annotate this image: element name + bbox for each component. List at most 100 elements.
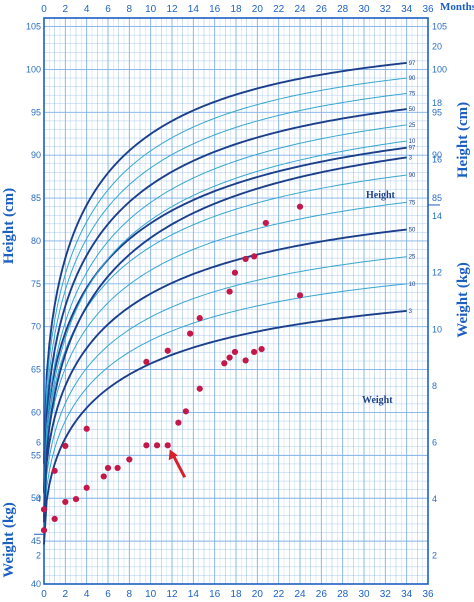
weight-point: [258, 346, 265, 353]
x-tick-top: 28: [337, 4, 349, 15]
weight-tick-left: 2: [36, 551, 41, 561]
data-points: [40, 203, 304, 534]
height-point: [226, 288, 233, 295]
height-tick-left: 60: [31, 407, 41, 417]
height-tick-left: 90: [31, 150, 41, 160]
height-point: [164, 347, 171, 354]
height-percentile-curve: [43, 156, 407, 523]
height-percentile-label: 25: [409, 123, 416, 129]
grid: [43, 17, 429, 585]
x-tick-bottom: 28: [337, 589, 349, 600]
weight-tick-right: 8: [432, 381, 437, 391]
weight-percentile-label: 75: [409, 200, 416, 206]
height-percentile-label: 10: [409, 139, 416, 145]
weight-percentile-label: 50: [409, 228, 416, 234]
weight-tick-left: 4: [36, 494, 41, 504]
arrow-shaft: [171, 453, 187, 479]
x-tick-top: 20: [252, 4, 264, 15]
height-percentile-curve: [43, 124, 407, 503]
height-tick-left: 105: [26, 22, 41, 32]
height-tick-right: 100: [432, 64, 447, 74]
height-point: [251, 253, 258, 260]
height-point: [143, 358, 150, 365]
height-tick-right: 95: [432, 107, 442, 117]
x-tick-bottom: 22: [273, 589, 285, 600]
weight-percentile-curve: [43, 174, 407, 500]
x-tick-bottom: 8: [127, 589, 133, 600]
x-tick-top: 12: [166, 4, 178, 15]
weight-curve-label: Weight: [362, 395, 393, 406]
x-tick-bottom: 18: [230, 589, 242, 600]
height-point: [40, 506, 48, 513]
height-point: [187, 330, 194, 337]
weight-tick-right: 14: [432, 211, 442, 221]
percentile-labels: 97 97 90 90 75 75 50 50 25 25 10 10 3 3: [409, 61, 416, 315]
weight-percentile-label: 3: [409, 309, 413, 315]
weight-point: [100, 473, 107, 480]
height-point: [231, 269, 239, 276]
weight-point: [182, 408, 189, 415]
height-percentile-label: 3: [409, 155, 413, 161]
weight-point: [164, 442, 171, 449]
weight-point: [83, 484, 90, 491]
weight-tick-right: 10: [432, 324, 442, 334]
weight-point: [296, 292, 304, 299]
height-percentile-label: 90: [409, 76, 416, 82]
height-point: [262, 219, 269, 227]
height-percentile-label: 97: [409, 61, 416, 67]
weight-point: [51, 515, 58, 523]
height-tick-right: 105: [432, 22, 447, 32]
plot-frame: [43, 17, 429, 585]
weight-point: [175, 419, 182, 426]
height-point: [242, 255, 249, 263]
x-tick-top: 24: [294, 4, 306, 15]
height-percentile-label: 50: [409, 107, 416, 113]
x-tick-bottom: 36: [422, 589, 434, 600]
height-tick-left: 40: [31, 579, 41, 589]
x-tick-top: 30: [358, 4, 370, 15]
x-tick-top: 4: [84, 4, 90, 15]
height-tick-left: 55: [31, 450, 41, 460]
x-tick-bottom: 2: [63, 589, 69, 600]
x-tick-top: 2: [63, 4, 69, 15]
weight-tick-right: 4: [432, 494, 437, 504]
height-tick-left: 45: [31, 536, 41, 546]
x-tick-bottom: 30: [358, 589, 370, 600]
x-tick-top: 6: [105, 4, 111, 15]
height-point: [83, 425, 90, 432]
weight-percentile-label: 97: [409, 146, 416, 152]
weight-percentile-label: 25: [409, 255, 416, 261]
arrow-head: [168, 449, 178, 461]
x-tick-top: 10: [145, 4, 157, 15]
weight-tick-right: 20: [432, 41, 442, 51]
weight-point: [40, 527, 48, 534]
x-tick-bottom: 20: [252, 589, 264, 600]
x-tick-top: 0: [41, 4, 47, 15]
weight-point: [153, 442, 161, 449]
weight-point: [72, 496, 80, 503]
height-tick-left: 100: [26, 64, 41, 74]
x-tick-bottom: 0: [41, 589, 47, 600]
height-tick-left: 85: [31, 193, 41, 203]
x-tick-bottom: 4: [84, 589, 90, 600]
height-axis-title-right: Height (cm): [455, 102, 471, 178]
height-point: [51, 467, 58, 474]
x-tick-top: 26: [316, 4, 328, 15]
axis-ticks: 0022446688101012121414161618182020222224…: [26, 4, 447, 600]
weight-point: [114, 464, 121, 472]
weight-percentile-curve: [43, 283, 407, 536]
height-axis-title-left: Height (cm): [1, 188, 17, 264]
weight-axis-title-right: Weight (kg): [455, 262, 471, 337]
x-tick-bottom: 6: [105, 589, 111, 600]
height-tick-left: 70: [31, 322, 41, 332]
x-tick-bottom: 14: [188, 589, 200, 600]
weight-percentile-curve: [43, 256, 407, 527]
x-tick-bottom: 16: [209, 589, 221, 600]
weight-point: [126, 456, 133, 463]
weight-tick-left: 6: [36, 438, 41, 448]
x-tick-bottom: 10: [145, 589, 157, 600]
x-tick-top: 36: [422, 4, 434, 15]
weight-point: [104, 464, 112, 472]
height-tick-right: 85: [432, 193, 442, 203]
x-axis-title: Months: [440, 1, 474, 13]
